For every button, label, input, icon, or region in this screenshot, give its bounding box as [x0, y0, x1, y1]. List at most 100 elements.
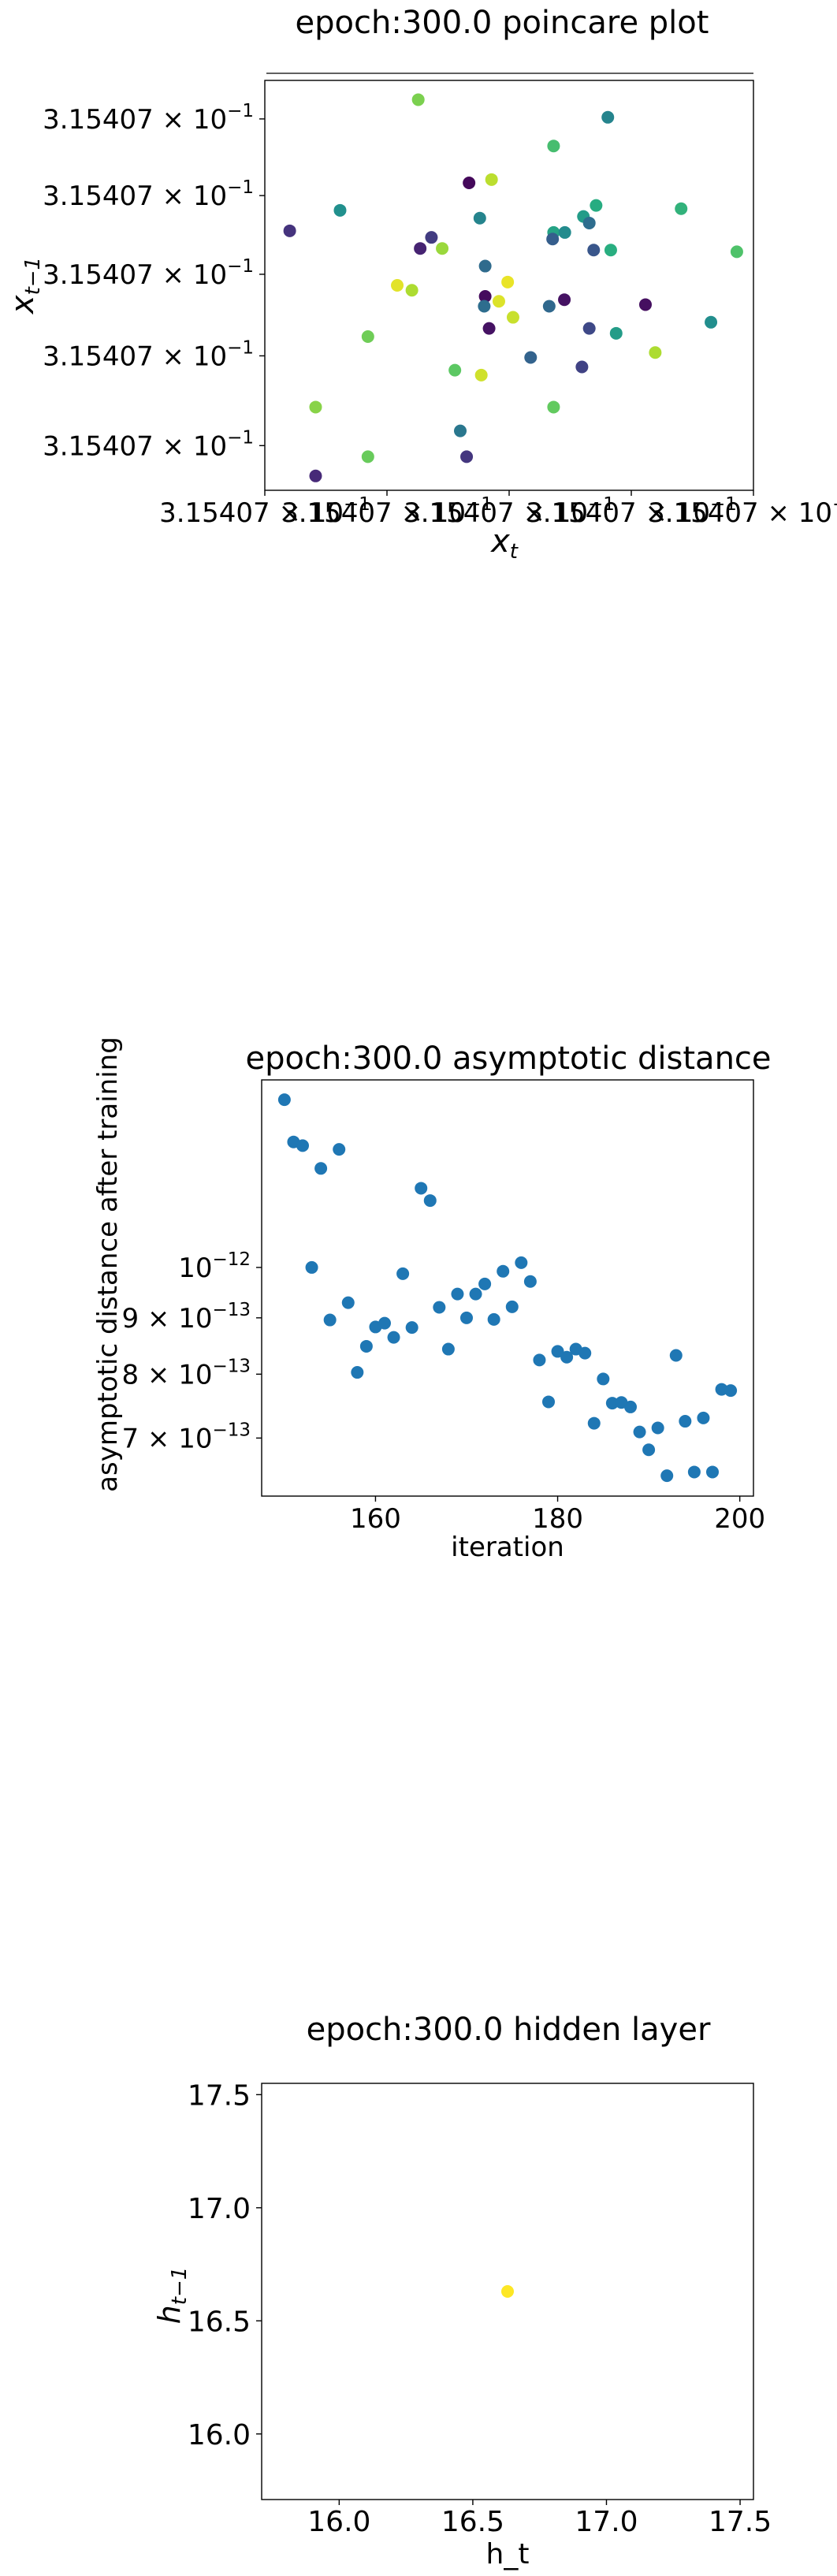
data-point — [283, 224, 296, 237]
data-point — [478, 259, 492, 273]
data-point — [705, 315, 718, 329]
y-tick-label: 17.0 — [188, 2193, 251, 2225]
data-point — [515, 1256, 528, 1269]
poincare-points — [283, 93, 743, 482]
y-tick-label: 3.15407 × 10−1 — [43, 177, 254, 212]
data-point — [687, 1465, 701, 1479]
data-point — [609, 326, 623, 340]
asymptotic-points — [277, 1093, 738, 1483]
data-point — [492, 295, 505, 308]
data-point — [460, 1311, 473, 1324]
hidden-layer-x-ticks: 16.0 16.5 17.0 17.5 — [307, 2500, 772, 2538]
data-point — [633, 1425, 646, 1439]
data-point — [463, 177, 476, 189]
data-point — [546, 233, 560, 246]
data-point — [587, 1416, 601, 1430]
data-point — [604, 244, 617, 257]
data-point — [706, 1465, 719, 1479]
data-point — [560, 1350, 574, 1364]
asymptotic-title: epoch:300.0 asymptotic distance — [245, 1040, 771, 1077]
data-point — [651, 1421, 664, 1435]
data-point — [454, 424, 467, 437]
data-point — [296, 1139, 309, 1152]
data-point — [547, 140, 560, 153]
poincare-y-ticks: 3.15407 × 10−1 3.15407 × 10−1 3.15407 × 10… — [43, 101, 265, 462]
data-point — [558, 225, 571, 239]
data-point — [478, 290, 492, 303]
x-tick-label: 17.0 — [575, 2506, 638, 2538]
y-tick-label: 3.15407 × 10−1 — [43, 337, 254, 372]
data-point — [542, 300, 556, 313]
data-point — [487, 1312, 500, 1326]
data-point — [396, 1267, 410, 1280]
data-point — [405, 1321, 418, 1335]
data-point — [558, 293, 571, 307]
x-tick-label: 16.0 — [307, 2506, 370, 2538]
y-tick-label: 10−12 — [178, 1249, 251, 1284]
data-point — [423, 1194, 437, 1208]
data-point — [590, 199, 603, 212]
hidden-layer-plot-frame — [261, 2083, 754, 2500]
data-point — [414, 242, 427, 255]
data-point — [387, 1331, 400, 1344]
y-tick-label: 3.15407 × 10−1 — [43, 101, 254, 136]
data-point — [638, 298, 652, 311]
data-point — [551, 1345, 564, 1358]
hidden-layer-x-axis-label: h_t — [486, 2538, 530, 2570]
data-point — [448, 363, 462, 377]
data-point — [523, 1275, 537, 1288]
data-point — [547, 400, 560, 414]
data-point — [305, 1260, 318, 1274]
data-point — [597, 1372, 610, 1386]
asymptotic-y-axis-label: asymptotic distance after training — [92, 1037, 124, 1492]
data-point — [501, 275, 515, 288]
data-point — [460, 450, 474, 463]
data-point — [405, 284, 418, 297]
x-tick-label: 180 — [532, 1503, 583, 1535]
y-tick-label: 3.15407 × 10−1 — [43, 256, 254, 291]
data-point — [309, 469, 322, 482]
x-tick-label: 3.15407 × 10−1 — [404, 494, 615, 529]
data-point — [624, 1400, 637, 1413]
data-point — [361, 450, 374, 463]
data-point — [506, 311, 519, 324]
x-tick-label: 3.15407 × 10−1 — [159, 494, 370, 529]
x-tick-label: 3.15407 × 10−1 — [648, 494, 837, 529]
poincare-chart: epoch:300.0 poincare plot 3.15407 × 10−1… — [5, 5, 837, 564]
data-point — [542, 1395, 555, 1409]
y-tick-label: 9 × 10−13 — [121, 1300, 251, 1335]
data-point — [675, 202, 688, 215]
data-point — [309, 400, 322, 414]
data-point — [575, 360, 589, 374]
data-point — [679, 1415, 692, 1428]
data-point — [341, 1296, 355, 1309]
asymptotic-y-ticks: 10−12 9 × 10−13 8 × 10−13 7 × 10−13 — [121, 1249, 262, 1454]
data-point — [441, 1342, 455, 1356]
data-point — [415, 1182, 428, 1195]
data-point — [724, 1384, 738, 1398]
y-tick-label: 16.5 — [188, 2306, 251, 2338]
data-point — [351, 1366, 364, 1379]
hidden-layer-chart: epoch:300.0 hidden layer 16.0 16.5 17.0 17.… — [152, 2012, 772, 2570]
x-tick-label: 200 — [714, 1503, 765, 1535]
poincare-y-axis-label: xt−1 — [5, 257, 45, 315]
data-point — [524, 351, 538, 364]
asymptotic-chart: epoch:300.0 asymptotic distance 160 180 20… — [92, 1037, 772, 1563]
data-point — [433, 1301, 446, 1314]
data-point — [323, 1313, 337, 1327]
y-tick-label: 17.5 — [188, 2079, 251, 2112]
y-tick-label: 3.15407 × 10−1 — [43, 427, 254, 462]
asymptotic-plot-frame — [261, 1079, 754, 1497]
data-point — [478, 300, 491, 313]
data-point — [505, 1300, 519, 1313]
poincare-x-ticks: 3.15407 × 10−1 3.15407 × 10−1 3.15407 × 10… — [159, 490, 837, 529]
data-point — [669, 1349, 683, 1362]
data-point — [333, 203, 347, 217]
data-point — [314, 1162, 328, 1175]
poincare-x-axis-label: xt — [489, 523, 519, 564]
y-tick-label: 8 × 10−13 — [121, 1356, 251, 1390]
data-point — [660, 1469, 674, 1483]
data-point — [578, 1346, 592, 1360]
data-point — [359, 1339, 373, 1353]
